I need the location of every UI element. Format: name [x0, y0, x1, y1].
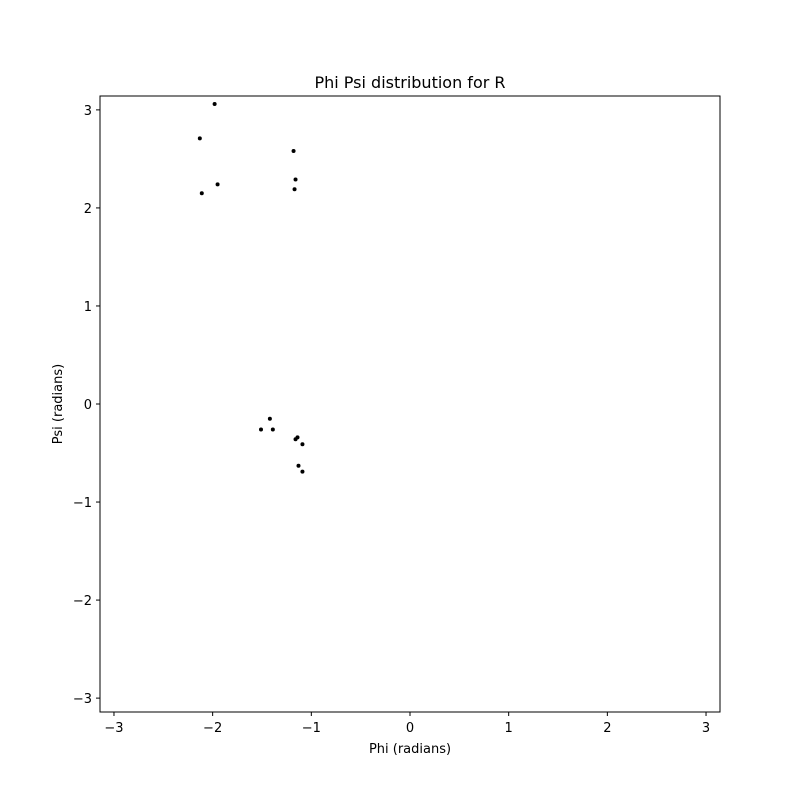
data-point: [197, 136, 202, 141]
data-point: [300, 442, 305, 447]
x-tick-label: −1: [302, 721, 321, 736]
chart-title: Phi Psi distribution for R: [314, 73, 505, 92]
data-point: [215, 182, 220, 187]
y-tick-label: −1: [73, 496, 92, 511]
data-point: [291, 149, 296, 154]
plot-frame: [99, 95, 721, 713]
data-point: [270, 427, 275, 432]
y-tick-label: 0: [84, 398, 92, 413]
y-axis-label: Psi (radians): [51, 364, 66, 444]
data-point: [300, 469, 305, 474]
x-axis-ticks: −3 −2 −1 0 1 2 3: [104, 712, 710, 736]
x-tick-label: 1: [505, 721, 513, 736]
y-tick-label: 1: [84, 300, 92, 315]
data-points: [197, 102, 305, 474]
x-tick-label: 3: [702, 721, 710, 736]
x-tick-label: 2: [603, 721, 611, 736]
x-tick-label: −2: [203, 721, 222, 736]
x-tick-label: −3: [104, 721, 123, 736]
x-tick-label: 0: [406, 721, 414, 736]
y-tick-label: 2: [84, 202, 92, 217]
data-point: [258, 427, 263, 432]
y-tick-label: −3: [73, 692, 92, 707]
data-point: [212, 102, 217, 106]
y-tick-label: −2: [73, 594, 92, 609]
plot-area: [99, 95, 721, 713]
data-point: [293, 177, 298, 182]
data-point: [199, 191, 204, 196]
data-point: [292, 187, 297, 192]
y-tick-label: 3: [84, 104, 92, 119]
y-axis-ticks: −3 −2 −1 0 1 2 3: [73, 104, 100, 707]
data-point: [296, 463, 301, 468]
data-point: [267, 416, 272, 421]
x-axis-label: Phi (radians): [369, 742, 451, 757]
data-point: [293, 437, 298, 442]
